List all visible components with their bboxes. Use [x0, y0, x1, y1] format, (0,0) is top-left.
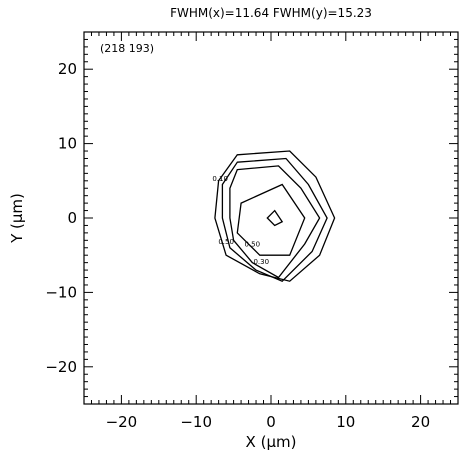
- contour-lines: [214, 150, 336, 282]
- x-axis-label: X (μm): [246, 433, 297, 451]
- axis-ticks: [84, 32, 458, 404]
- contour-line-0-50: [229, 165, 321, 279]
- contour-label: 0.50: [218, 238, 234, 246]
- y-tick-label: 10: [58, 135, 77, 153]
- y-tick-label: −10: [45, 283, 77, 301]
- plot-frame: [83, 31, 459, 405]
- x-tick-label: 0: [266, 413, 276, 431]
- y-tick-label: −20: [45, 358, 77, 376]
- contour-label: 0.10: [212, 175, 228, 183]
- contour-label: 0.30: [253, 258, 269, 266]
- contour-labels: 0.10 0.50 0.50 0.30: [212, 175, 269, 266]
- tick-labels: −20 −10 0 10 20 −20 −10 0 10 20: [45, 60, 430, 431]
- x-tick-label: −20: [106, 413, 138, 431]
- contour-line-0-30: [221, 157, 328, 282]
- x-tick-label: −10: [180, 413, 212, 431]
- pixel-coordinate-label: (218 193): [100, 42, 154, 55]
- x-tick-label: 20: [411, 413, 430, 431]
- contour-label: 0.50: [245, 240, 261, 248]
- x-tick-label: 10: [336, 413, 355, 431]
- contour-line-0-90: [266, 209, 284, 227]
- chart-title: FWHM(x)=11.64 FWHM(y)=15.23: [170, 6, 372, 20]
- y-tick-label: 0: [67, 209, 77, 227]
- contour-line-0-70: [236, 183, 306, 256]
- y-axis-label: Y (μm): [8, 193, 26, 244]
- y-tick-label: 20: [58, 60, 77, 78]
- contour-line-0-10: [214, 150, 336, 282]
